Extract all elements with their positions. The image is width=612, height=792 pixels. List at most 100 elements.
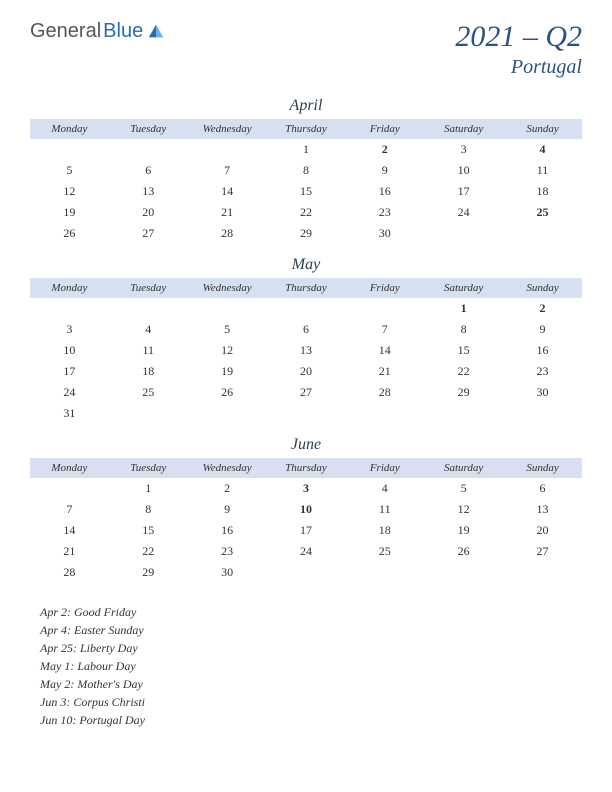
calendar-cell xyxy=(30,478,109,499)
title-block: 2021 – Q2 Portugal xyxy=(455,20,582,79)
calendar-cell: 13 xyxy=(503,499,582,520)
holiday-entry: May 1: Labour Day xyxy=(40,657,582,675)
calendar-cell: 4 xyxy=(109,319,188,340)
calendar-cell: 1 xyxy=(424,298,503,319)
calendar-cell xyxy=(267,562,346,583)
calendar-cell: 29 xyxy=(109,562,188,583)
calendar-cell: 8 xyxy=(109,499,188,520)
calendar-row: 3456789 xyxy=(30,319,582,340)
calendar-cell: 28 xyxy=(30,562,109,583)
calendar-cell: 27 xyxy=(109,223,188,244)
calendar-cell: 11 xyxy=(345,499,424,520)
day-header: Wednesday xyxy=(188,458,267,478)
calendar-cell: 24 xyxy=(424,202,503,223)
calendar-cell xyxy=(188,403,267,424)
calendar-cell: 23 xyxy=(345,202,424,223)
calendar-row: 24252627282930 xyxy=(30,382,582,403)
calendar-row: 12 xyxy=(30,298,582,319)
day-header: Sunday xyxy=(503,278,582,298)
calendar-cell: 2 xyxy=(345,139,424,160)
month-name: June xyxy=(30,436,582,454)
calendar-cell: 17 xyxy=(30,361,109,382)
holiday-list: Apr 2: Good FridayApr 4: Easter SundayAp… xyxy=(30,603,582,729)
calendar-cell: 10 xyxy=(267,499,346,520)
calendar-cell: 6 xyxy=(503,478,582,499)
day-header: Wednesday xyxy=(188,278,267,298)
calendar-cell: 9 xyxy=(503,319,582,340)
calendar-cell: 26 xyxy=(424,541,503,562)
day-header: Monday xyxy=(30,458,109,478)
day-header: Thursday xyxy=(267,119,346,139)
calendar-cell: 24 xyxy=(267,541,346,562)
calendar-cell: 20 xyxy=(267,361,346,382)
calendar-row: 78910111213 xyxy=(30,499,582,520)
calendar-cell: 2 xyxy=(188,478,267,499)
calendar-cell: 4 xyxy=(345,478,424,499)
calendar-table: MondayTuesdayWednesdayThursdayFridaySatu… xyxy=(30,119,582,244)
holiday-entry: Apr 25: Liberty Day xyxy=(40,639,582,657)
calendar-cell: 18 xyxy=(109,361,188,382)
calendar-cell xyxy=(345,403,424,424)
calendar-cell: 12 xyxy=(424,499,503,520)
calendar-cell: 16 xyxy=(345,181,424,202)
logo: GeneralBlue xyxy=(30,20,165,43)
calendar-cell: 13 xyxy=(267,340,346,361)
calendar-cell: 28 xyxy=(345,382,424,403)
country-name: Portugal xyxy=(455,56,582,79)
holiday-entry: Apr 4: Easter Sunday xyxy=(40,621,582,639)
calendar-cell: 14 xyxy=(188,181,267,202)
calendar-cell: 5 xyxy=(30,160,109,181)
calendar-cell: 23 xyxy=(503,361,582,382)
calendar-cell: 20 xyxy=(109,202,188,223)
day-header: Friday xyxy=(345,119,424,139)
day-header: Thursday xyxy=(267,458,346,478)
calendar-cell xyxy=(345,562,424,583)
calendar-cell: 10 xyxy=(30,340,109,361)
calendar-cell xyxy=(30,298,109,319)
holiday-entry: Apr 2: Good Friday xyxy=(40,603,582,621)
calendar-row: 19202122232425 xyxy=(30,202,582,223)
calendar-cell: 27 xyxy=(503,541,582,562)
calendar-cell: 15 xyxy=(267,181,346,202)
day-header: Sunday xyxy=(503,458,582,478)
day-header: Monday xyxy=(30,278,109,298)
calendar-cell: 5 xyxy=(424,478,503,499)
calendar-cell: 19 xyxy=(30,202,109,223)
holiday-entry: May 2: Mother's Day xyxy=(40,675,582,693)
calendar-cell: 27 xyxy=(267,382,346,403)
calendar-cell xyxy=(109,403,188,424)
calendar-table: MondayTuesdayWednesdayThursdayFridaySatu… xyxy=(30,278,582,424)
calendar-row: 17181920212223 xyxy=(30,361,582,382)
calendar-cell: 31 xyxy=(30,403,109,424)
calendar-cell: 3 xyxy=(267,478,346,499)
calendar-cell: 25 xyxy=(503,202,582,223)
calendar-cell: 26 xyxy=(30,223,109,244)
holiday-entry: Jun 10: Portugal Day xyxy=(40,711,582,729)
day-header: Wednesday xyxy=(188,119,267,139)
calendar-cell: 30 xyxy=(503,382,582,403)
calendar-cell: 7 xyxy=(30,499,109,520)
calendar-cell: 7 xyxy=(345,319,424,340)
calendar-cell: 2 xyxy=(503,298,582,319)
calendar-cell: 21 xyxy=(345,361,424,382)
calendar-cell: 7 xyxy=(188,160,267,181)
calendar-cell: 15 xyxy=(109,520,188,541)
calendar-cell: 21 xyxy=(188,202,267,223)
calendar-cell: 22 xyxy=(267,202,346,223)
calendar-cell xyxy=(345,298,424,319)
day-header: Saturday xyxy=(424,119,503,139)
calendar-cell: 14 xyxy=(30,520,109,541)
calendar-cell: 10 xyxy=(424,160,503,181)
calendar-cell: 29 xyxy=(267,223,346,244)
calendar-cell: 21 xyxy=(30,541,109,562)
calendar-cell: 6 xyxy=(267,319,346,340)
calendar-cell: 14 xyxy=(345,340,424,361)
day-header: Tuesday xyxy=(109,119,188,139)
holiday-entry: Jun 3: Corpus Christi xyxy=(40,693,582,711)
day-header: Sunday xyxy=(503,119,582,139)
calendar-cell xyxy=(424,403,503,424)
calendar-cell: 19 xyxy=(188,361,267,382)
calendar-cell: 12 xyxy=(30,181,109,202)
calendar-cell xyxy=(424,562,503,583)
calendar-cell xyxy=(503,223,582,244)
